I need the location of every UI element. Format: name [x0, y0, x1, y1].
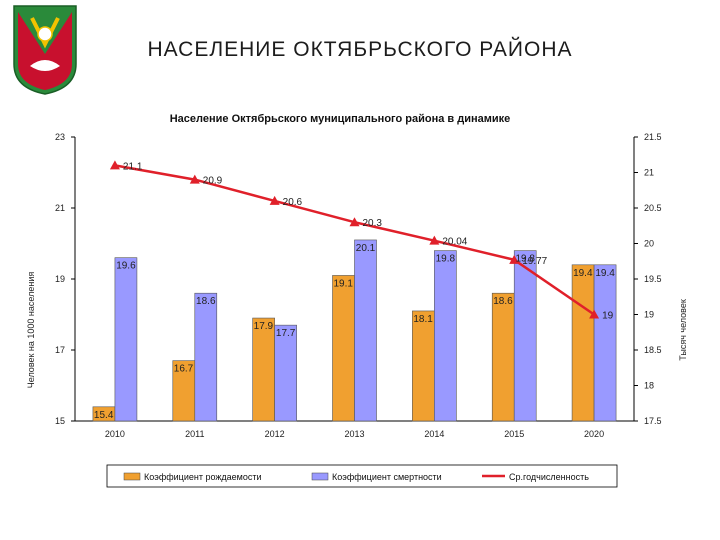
right-tick-label: 18 — [644, 381, 654, 391]
right-tick-label: 19.5 — [644, 274, 662, 284]
data-label-population: 20.04 — [442, 237, 467, 248]
right-tick-label: 19 — [644, 310, 654, 320]
left-tick-label: 23 — [55, 132, 65, 142]
left-tick-label: 21 — [55, 203, 65, 213]
data-label-birth: 19.4 — [573, 268, 593, 279]
right-axis-ticks: 17.5 18 18.5 19 19.5 20 20.5 21 21.5 — [634, 132, 662, 426]
right-tick-label: 17.5 — [644, 416, 662, 426]
bar-series — [92, 239, 617, 422]
data-label-birth: 18.1 — [413, 314, 433, 325]
population-marker — [349, 217, 360, 227]
x-axis-ticks: 2010 2011 2012 2013 2014 2015 2020 — [105, 429, 604, 439]
left-axis-ticks: 15 17 19 21 23 — [55, 132, 75, 426]
population-marker — [589, 309, 600, 319]
legend-swatch-death — [311, 472, 329, 481]
data-label-population: 20.6 — [283, 197, 303, 208]
bar-death-rate — [194, 292, 218, 422]
x-tick-label: 2013 — [344, 429, 364, 439]
right-axis-label: Тысяч человек — [678, 299, 688, 361]
x-tick-label: 2010 — [105, 429, 125, 439]
bar-birth-rate — [332, 275, 355, 422]
right-tick-label: 20.5 — [644, 203, 662, 213]
data-labels: 15.4 19.6 16.7 18.6 17.917.7 19.1 20.1 18.1 19.8… — [94, 161, 615, 420]
legend-label-death: Коэффициент смертности — [332, 472, 442, 482]
data-label-birth: 16.7 — [174, 364, 194, 375]
data-label-population: 19 — [602, 311, 614, 322]
chart-title: Население Октябрьского муниципального ра… — [170, 113, 511, 125]
left-tick-label: 17 — [55, 345, 65, 355]
data-label-population: 20.9 — [203, 176, 223, 187]
data-label-birth: 15.4 — [94, 410, 114, 421]
left-tick-label: 19 — [55, 274, 65, 284]
bar-birth-rate — [491, 292, 515, 422]
left-axis-label: Человек на 1000 населения — [26, 272, 36, 389]
bar-death-rate — [434, 250, 457, 422]
population-marker — [189, 174, 200, 184]
data-label-birth: 18.6 — [493, 296, 513, 307]
bar-birth-rate — [412, 310, 435, 422]
right-tick-label: 18.5 — [644, 345, 662, 355]
population-marker — [269, 195, 280, 205]
data-label-death: 19.6 — [116, 261, 136, 272]
data-label-population: 21.1 — [123, 161, 143, 172]
x-tick-label: 2011 — [185, 429, 204, 439]
left-tick-label: 15 — [55, 416, 65, 426]
bar-death-rate — [513, 250, 537, 422]
x-tick-label: 2012 — [265, 429, 285, 439]
x-tick-label: 2015 — [504, 429, 524, 439]
coat-of-arms-icon — [13, 5, 77, 95]
population-marker — [429, 235, 440, 245]
legend-box — [106, 464, 618, 488]
slide-title: НАСЕЛЕНИЕ ОКТЯБРЬСКОГО РАЙОНА — [147, 38, 573, 61]
legend-swatch-birth — [123, 472, 141, 481]
x-tick-label: 2020 — [584, 429, 604, 439]
population-marker — [509, 254, 520, 264]
x-tick-label: 2014 — [424, 429, 444, 439]
data-label-death: 17.7 — [276, 328, 296, 339]
bar-death-rate — [114, 257, 138, 422]
legend-label-population: Ср.годчисленность — [509, 472, 589, 482]
right-tick-label: 21 — [644, 168, 654, 178]
data-label-population: 20.3 — [363, 218, 383, 229]
right-tick-label: 20 — [644, 239, 654, 249]
data-label-death: 18.6 — [196, 296, 216, 307]
right-tick-label: 21.5 — [644, 132, 662, 142]
legend-label-birth: Коэффициент рождаемости — [144, 472, 262, 482]
data-label-death: 19.4 — [595, 268, 615, 279]
bar-death-rate — [593, 264, 617, 422]
bar-birth-rate — [571, 264, 595, 422]
data-label-death: 19.8 — [436, 254, 456, 265]
data-label-birth: 19.1 — [334, 278, 354, 289]
data-label-population: 19.77 — [522, 256, 547, 267]
data-label-death: 19.8 — [515, 254, 535, 265]
bar-death-rate — [274, 324, 297, 422]
data-label-death: 20.1 — [356, 243, 376, 254]
line-series — [109, 160, 600, 319]
bar-birth-rate — [252, 317, 275, 422]
bar-death-rate — [354, 239, 377, 422]
data-label-birth: 17.9 — [254, 321, 274, 332]
population-marker — [109, 160, 120, 170]
